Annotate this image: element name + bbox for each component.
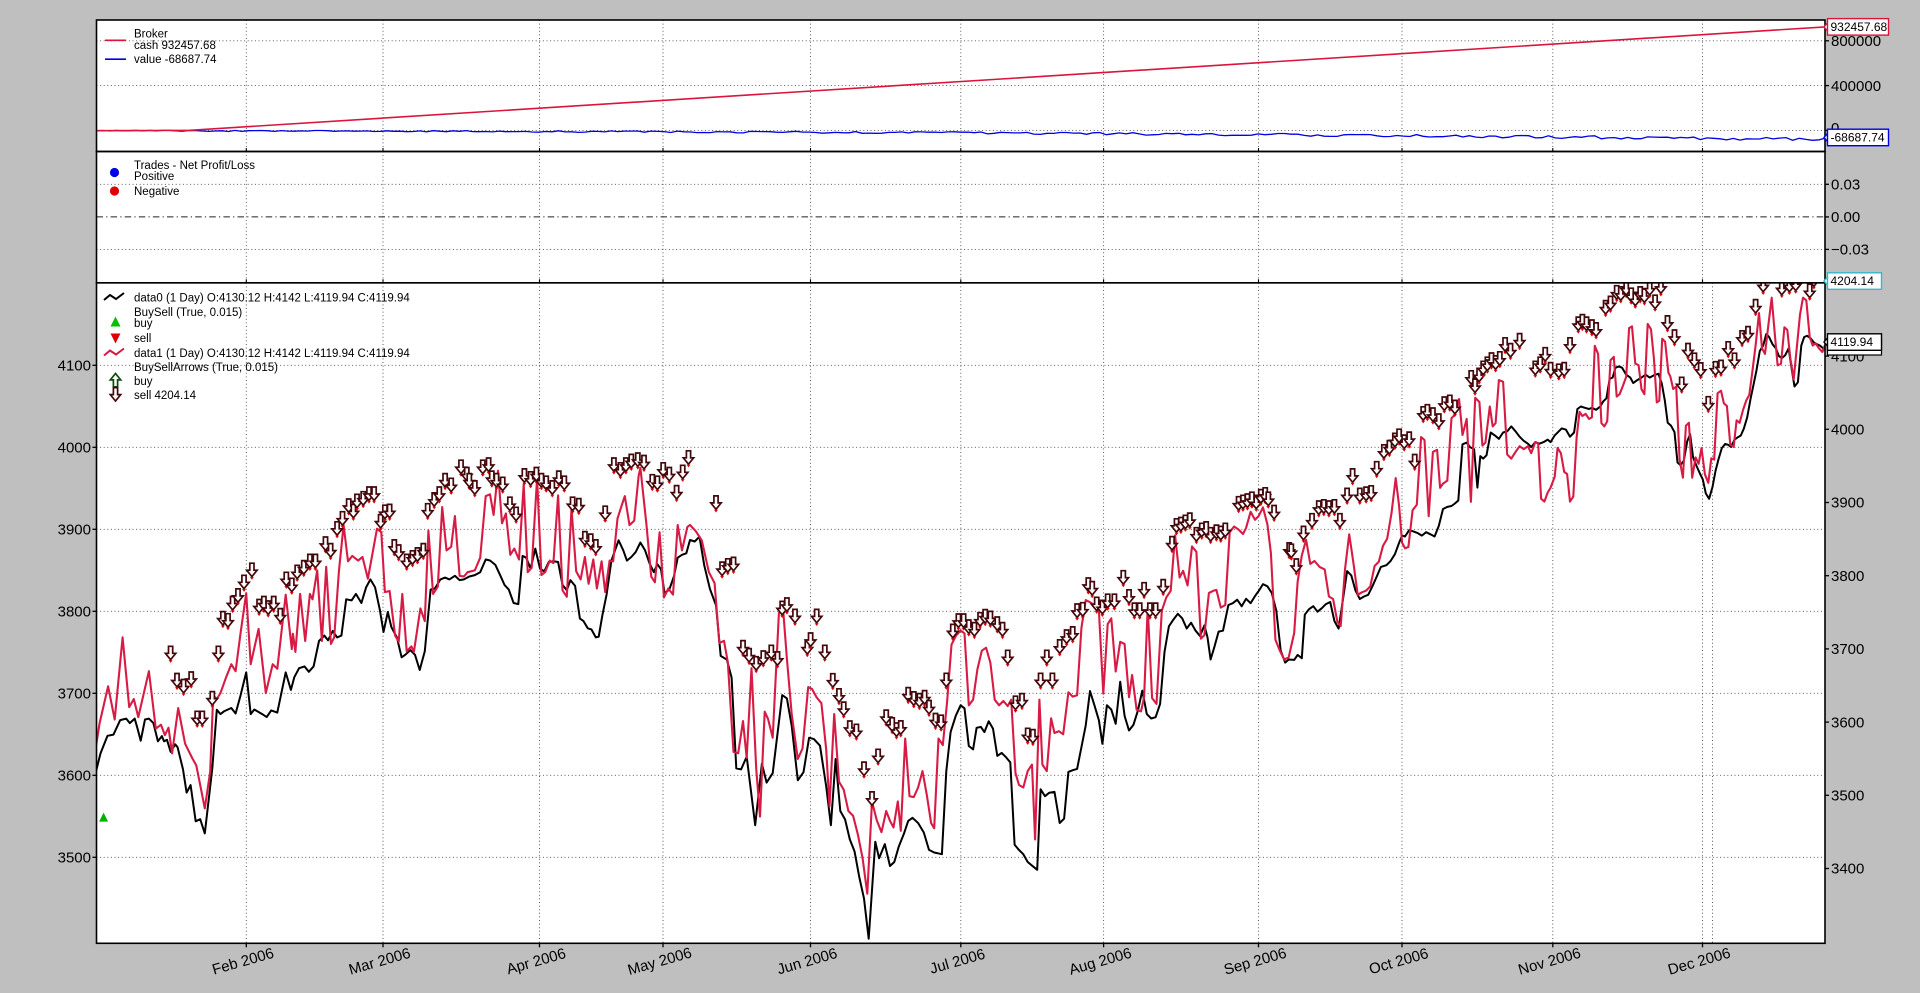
svg-text:4100: 4100 bbox=[58, 358, 91, 375]
svg-text:3500: 3500 bbox=[1831, 788, 1864, 805]
svg-text:-68687.74: -68687.74 bbox=[1831, 131, 1885, 145]
svg-text:932457.68: 932457.68 bbox=[1831, 20, 1888, 34]
svg-text:3700: 3700 bbox=[58, 686, 91, 703]
svg-text:−0.03: −0.03 bbox=[1831, 242, 1869, 259]
svg-text:cash 932457.68: cash 932457.68 bbox=[134, 40, 216, 52]
svg-text:Negative: Negative bbox=[134, 186, 179, 198]
svg-text:3400: 3400 bbox=[1831, 861, 1864, 878]
svg-text:3800: 3800 bbox=[1831, 568, 1864, 585]
svg-text:4119.94: 4119.94 bbox=[1831, 335, 1874, 349]
svg-text:4204.14: 4204.14 bbox=[1831, 274, 1875, 288]
svg-text:sell: sell bbox=[134, 333, 151, 345]
svg-text:BuySellArrows (True, 0.015): BuySellArrows (True, 0.015) bbox=[134, 362, 278, 374]
svg-text:Trades - Net Profit/Loss: Trades - Net Profit/Loss bbox=[134, 160, 255, 172]
svg-text:3800: 3800 bbox=[58, 604, 91, 621]
svg-text:3500: 3500 bbox=[58, 850, 91, 867]
svg-text:3900: 3900 bbox=[58, 522, 91, 539]
svg-text:0.03: 0.03 bbox=[1831, 177, 1860, 194]
svg-text:data1 (1 Day) O:4130.12 H:4142: data1 (1 Day) O:4130.12 H:4142 L:4119.94… bbox=[134, 348, 410, 360]
svg-text:800000: 800000 bbox=[1831, 33, 1881, 50]
svg-text:3600: 3600 bbox=[58, 768, 91, 785]
svg-text:4000: 4000 bbox=[1831, 422, 1864, 439]
svg-text:sell 4204.14: sell 4204.14 bbox=[134, 390, 197, 402]
svg-text:3900: 3900 bbox=[1831, 495, 1864, 512]
svg-text:value -68687.74: value -68687.74 bbox=[134, 54, 217, 66]
svg-text:3600: 3600 bbox=[1831, 714, 1864, 731]
svg-text:Positive: Positive bbox=[134, 171, 174, 183]
svg-text:400000: 400000 bbox=[1831, 78, 1881, 95]
svg-text:buy: buy bbox=[134, 318, 153, 330]
svg-text:buy: buy bbox=[134, 376, 153, 388]
svg-text:3700: 3700 bbox=[1831, 641, 1864, 658]
svg-text:4000: 4000 bbox=[58, 440, 91, 457]
svg-text:data0 (1 Day) O:4130.12 H:4142: data0 (1 Day) O:4130.12 H:4142 L:4119.94… bbox=[134, 293, 410, 305]
svg-text:0.00: 0.00 bbox=[1831, 209, 1860, 226]
svg-text:BuySell (True, 0.015): BuySell (True, 0.015) bbox=[134, 307, 242, 319]
svg-text:Broker: Broker bbox=[134, 29, 168, 41]
